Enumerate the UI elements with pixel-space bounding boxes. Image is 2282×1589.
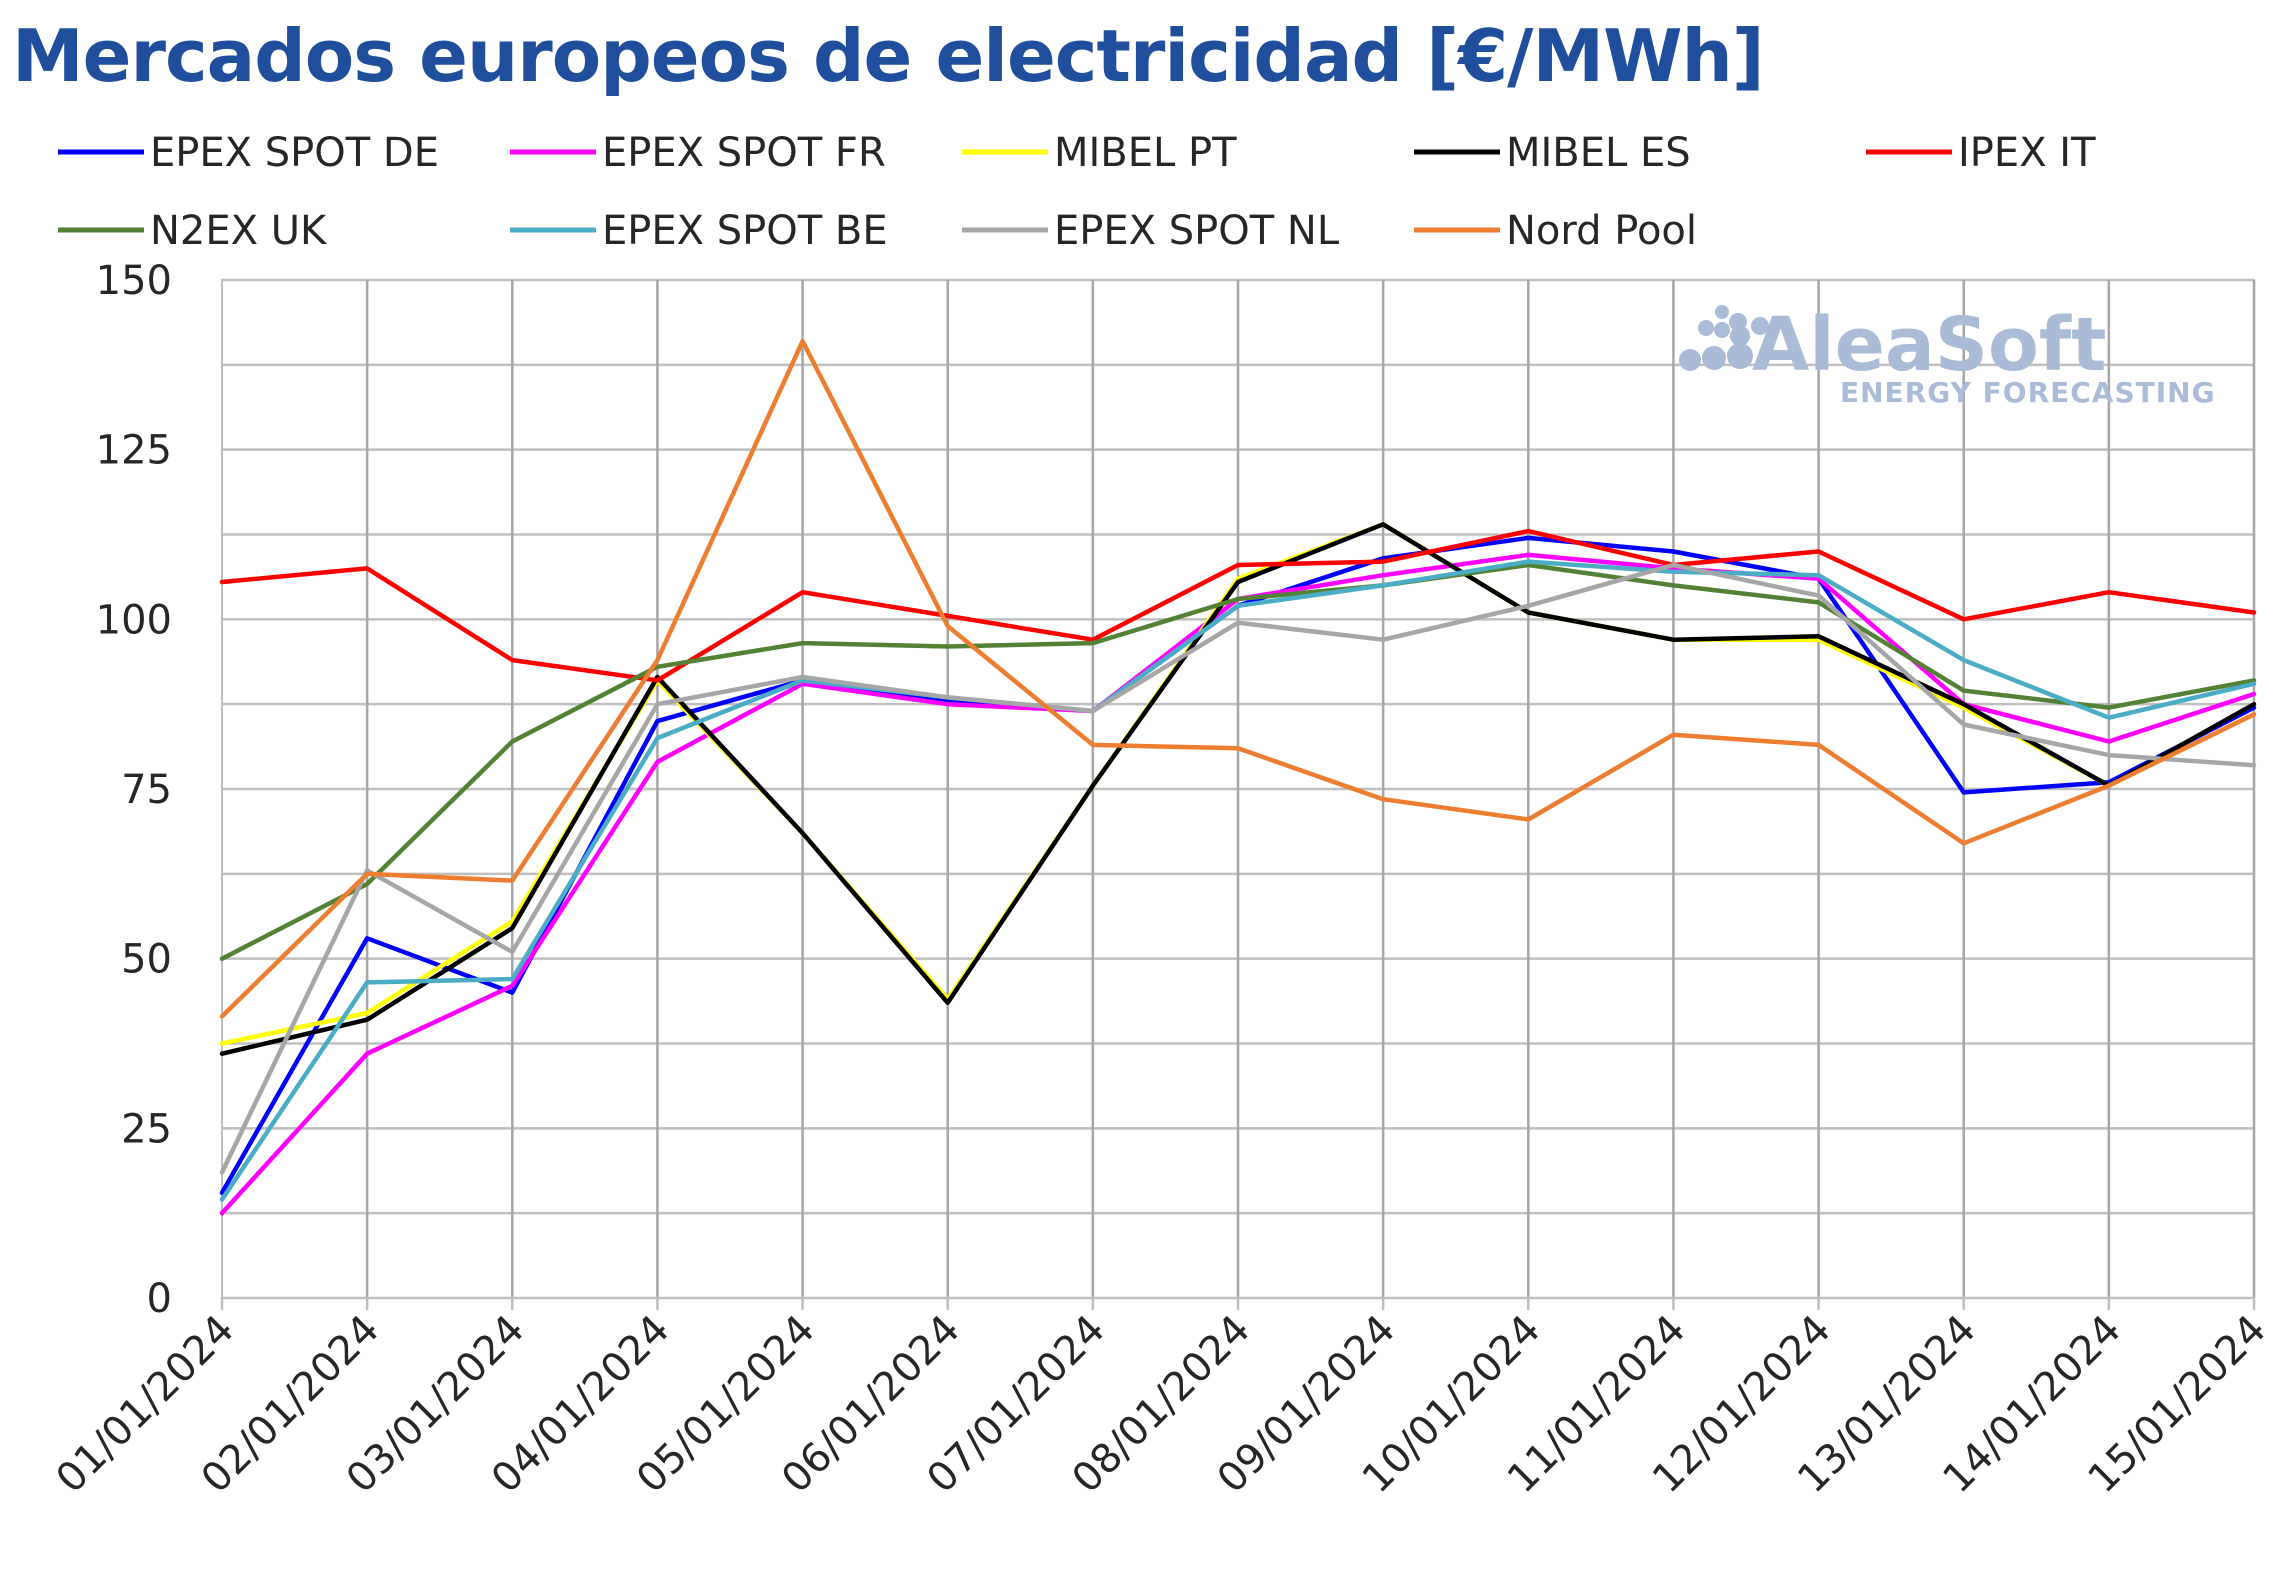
y-tick-label: 150 [96, 258, 172, 304]
legend-item-ipex-it: IPEX IT [1866, 130, 2096, 176]
legend-label: Nord Pool [1506, 208, 1697, 254]
series-line-n2ex-uk [219, 562, 2257, 961]
y-tick-label: 50 [121, 937, 172, 983]
chart-title: Mercados europeos de electricidad [€/MWh… [12, 14, 1765, 98]
legend-item-epex-spot-fr: EPEX SPOT FR [510, 130, 886, 176]
series-line-ipex-it [219, 528, 2257, 683]
y-tick-label: 25 [121, 1106, 172, 1152]
legend-label: EPEX SPOT FR [602, 130, 886, 176]
legend-label: EPEX SPOT DE [150, 130, 439, 176]
legend-item-n2ex-uk: N2EX UK [58, 208, 328, 254]
legend-item-nord-pool: Nord Pool [1414, 208, 1697, 254]
logo-tagline: ENERGY FORECASTING [1840, 376, 2216, 409]
legend-item-mibel-es: MIBEL ES [1414, 130, 1691, 176]
y-tick-label: 125 [96, 428, 172, 474]
y-tick-label: 0 [147, 1276, 172, 1322]
legend-label: IPEX IT [1958, 130, 2096, 176]
legend-label: N2EX UK [150, 208, 328, 254]
legend-label: EPEX SPOT NL [1054, 208, 1340, 254]
legend: EPEX SPOT DE EPEX SPOT FR MIBEL PT MIBEL ES… [58, 130, 2096, 254]
y-tick-label: 75 [121, 767, 172, 813]
logo-dots-icon [1679, 305, 1769, 371]
series-group [219, 338, 2257, 1216]
y-tick-label: 100 [96, 597, 172, 643]
x-axis: 01/01/202402/01/202403/01/202404/01/2024… [48, 1296, 2275, 1502]
grid [222, 278, 2256, 1298]
legend-item-epex-spot-nl: EPEX SPOT NL [962, 208, 1340, 254]
legend-label: MIBEL ES [1506, 130, 1691, 176]
legend-item-epex-spot-de: EPEX SPOT DE [58, 130, 439, 176]
legend-item-epex-spot-be: EPEX SPOT BE [510, 208, 888, 254]
series-line-epex-spot-be [219, 559, 2257, 1202]
legend-label: EPEX SPOT BE [602, 208, 888, 254]
logo-name: AleaSoft [1752, 302, 2106, 388]
legend-item-mibel-pt: MIBEL PT [962, 130, 1237, 176]
legend-label: MIBEL PT [1054, 130, 1237, 176]
series-line-nord-pool [219, 338, 2257, 1019]
series-line-epex-spot-nl [219, 562, 2257, 1175]
y-axis: 0 25 50 75 100 125 150 [96, 258, 172, 1322]
